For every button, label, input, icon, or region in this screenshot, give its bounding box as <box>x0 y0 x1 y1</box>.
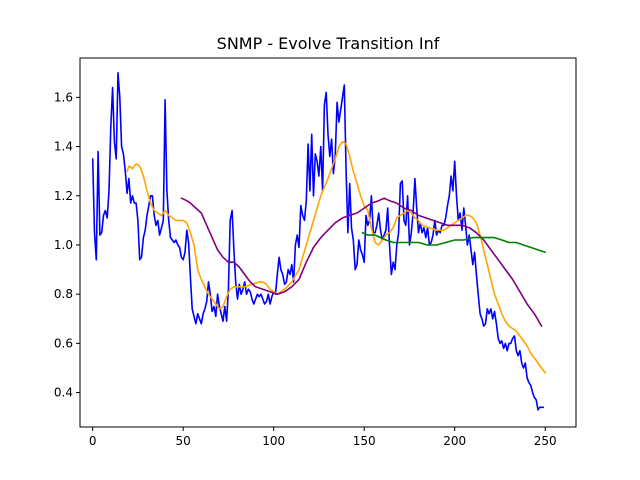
x-tick-label: 250 <box>534 434 557 448</box>
series-line-4 <box>361 231 546 254</box>
tick-layer: 0 50 100 150 200 250 0.4 0.6 0.8 1.0 1.2 1.4 1.6 <box>54 90 557 448</box>
series-line-1 <box>91 72 545 411</box>
series-line-3 <box>180 197 543 327</box>
y-tick-label: 1.0 <box>54 238 73 252</box>
x-tick-label: 150 <box>353 434 376 448</box>
series-line-2 <box>126 140 546 374</box>
x-tick-label: 100 <box>262 434 285 448</box>
x-tick-label: 0 <box>89 434 97 448</box>
plot-frame <box>79 57 577 428</box>
y-tick-label: 1.6 <box>54 90 73 104</box>
y-tick-label: 1.4 <box>54 140 73 154</box>
x-tick-label: 50 <box>176 434 191 448</box>
y-tick-label: 0.4 <box>54 386 73 400</box>
y-tick-label: 1.2 <box>54 189 73 203</box>
chart-title: SNMP - Evolve Transition Inf <box>217 34 440 53</box>
x-tick-label: 200 <box>443 434 466 448</box>
series-layer <box>91 72 546 411</box>
y-tick-label: 0.6 <box>54 336 73 350</box>
y-tick-label: 0.8 <box>54 287 73 301</box>
